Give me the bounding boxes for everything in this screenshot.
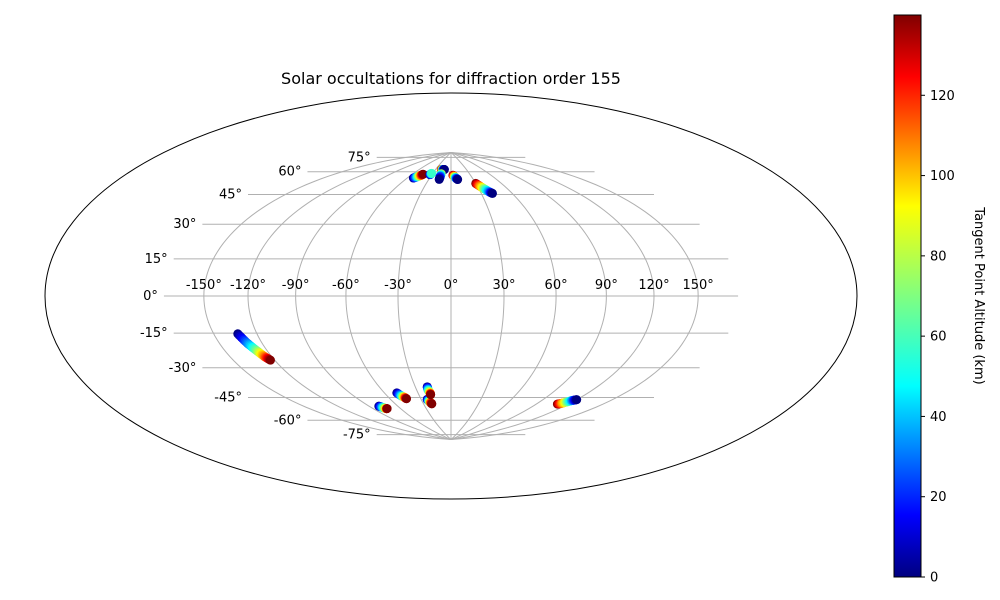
colorbar-tick-label: 100	[930, 169, 955, 184]
occultation-point	[427, 168, 437, 178]
colorbar-tick-label: 20	[930, 490, 947, 505]
longitude-tick-label: -90°	[282, 278, 310, 293]
occultation-point	[418, 169, 428, 179]
latitude-tick-label: -45°	[214, 391, 242, 406]
colorbar-tick-label: 40	[930, 410, 947, 425]
colorbar-tick-label: 0	[930, 571, 938, 586]
occultation-points	[233, 164, 582, 414]
occultation-point	[382, 404, 392, 414]
longitude-gridline	[450, 152, 557, 440]
longitude-gridline	[295, 151, 452, 441]
latitude-tick-label: 30°	[173, 217, 196, 232]
occultation-point	[572, 395, 582, 405]
map-boundary	[44, 92, 858, 500]
latitude-tick-label: -30°	[169, 361, 197, 376]
longitude-tick-label: -60°	[332, 278, 360, 293]
longitude-tick-label: 90°	[595, 278, 618, 293]
colorbar-gradient	[893, 14, 922, 578]
latitude-tick-label: 45°	[219, 188, 242, 203]
longitude-gridline	[450, 151, 699, 441]
longitude-tick-label: 0°	[444, 278, 459, 293]
longitude-gridline	[203, 151, 452, 441]
longitude-gridline	[450, 152, 505, 440]
longitude-tick-labels: -150° -120° -90° -60° -30° 0° 30° 60° 90° 120° 150…	[186, 278, 714, 293]
occultation-point	[487, 188, 497, 198]
longitude-tick-label: 150°	[682, 278, 713, 293]
colorbar-tick-label: 80	[930, 249, 947, 264]
longitude-tick-label: -120°	[230, 278, 266, 293]
colorbar-ticks: 0 20 40 60 80 100 120	[921, 89, 955, 586]
latitude-tick-label: -75°	[343, 428, 371, 443]
latitude-tick-labels: 75° 60° 45° 30° 15° 0° -15° -30° -45° -60° -75°	[140, 150, 371, 442]
occultation-point	[434, 174, 444, 184]
colorbar: 0 20 40 60 80 100 120 Tangent Point Altitude (…	[893, 14, 986, 586]
occultation-point	[402, 394, 412, 404]
longitude-tick-label: 60°	[545, 278, 568, 293]
chart-title: Solar occultations for diffraction order…	[281, 69, 621, 88]
occultation-point	[265, 355, 275, 365]
latitude-tick-label: 15°	[145, 252, 168, 267]
occultation-point	[426, 390, 436, 400]
colorbar-label: Tangent Point Altitude (km)	[971, 206, 986, 384]
longitude-tick-label: -150°	[186, 278, 222, 293]
occultation-point	[427, 399, 437, 409]
longitude-tick-label: 120°	[638, 278, 669, 293]
map-grid	[163, 151, 739, 441]
colorbar-tick-label: 60	[930, 330, 947, 345]
latitude-tick-label: -60°	[274, 413, 302, 428]
longitude-tick-label: -30°	[384, 278, 412, 293]
longitude-tick-label: 30°	[492, 278, 515, 293]
colorbar-tick-label: 120	[930, 89, 955, 104]
latitude-tick-label: 75°	[348, 150, 371, 165]
longitude-gridline	[247, 151, 452, 441]
longitude-gridline	[450, 151, 607, 441]
longitude-gridline	[397, 152, 452, 440]
latitude-tick-label: 60°	[278, 165, 301, 180]
longitude-gridline	[345, 152, 452, 440]
latitude-tick-label: -15°	[140, 326, 168, 341]
occultation-point	[453, 175, 463, 185]
latitude-tick-label: 0°	[143, 289, 158, 304]
